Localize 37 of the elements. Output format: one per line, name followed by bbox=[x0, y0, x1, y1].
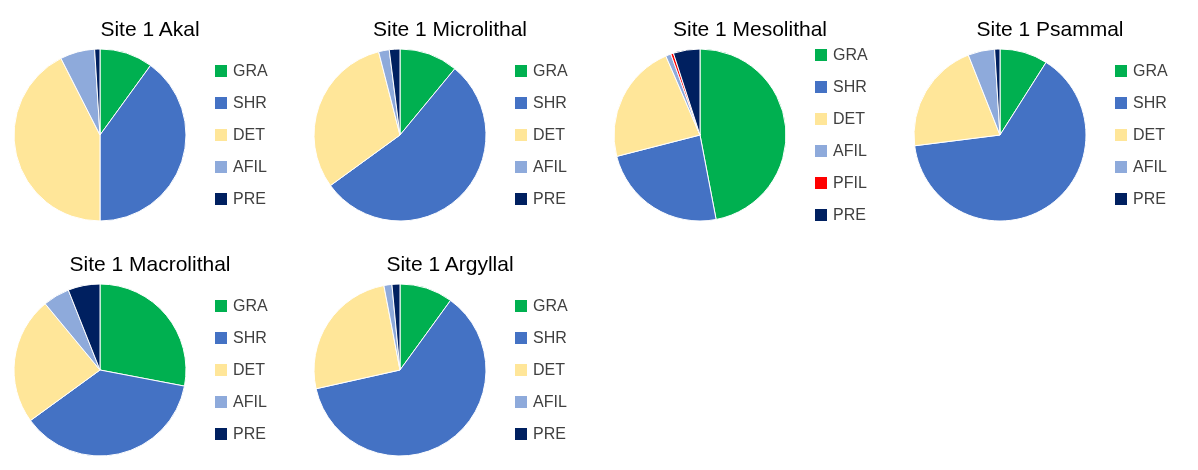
chart-title: Site 1 Akal bbox=[100, 17, 200, 40]
chart-title: Site 1 Macrolithal bbox=[69, 252, 231, 275]
legend-label: DET bbox=[233, 361, 266, 378]
legend-label: GRA bbox=[1133, 62, 1168, 79]
legend-label: PRE bbox=[833, 206, 866, 223]
legend-label: GRA bbox=[233, 297, 268, 314]
chart-title: Site 1 Microlithal bbox=[372, 17, 528, 40]
legend-label: PRE bbox=[233, 425, 266, 442]
legend-label: DET bbox=[533, 126, 566, 143]
legend-label: SHR bbox=[533, 329, 567, 346]
legend-label: SHR bbox=[233, 94, 267, 111]
legend-label: AFIL bbox=[533, 158, 567, 175]
legend-label: AFIL bbox=[233, 158, 267, 175]
legend-label: SHR bbox=[1133, 94, 1167, 111]
legend-label: AFIL bbox=[233, 393, 267, 410]
legend-label: PRE bbox=[533, 425, 566, 442]
chart-title: Site 1 Mesolithal bbox=[672, 17, 828, 40]
legend-label: SHR bbox=[533, 94, 567, 111]
chart-title: Site 1 Psammal bbox=[976, 17, 1124, 40]
chart-title: Site 1 Argyllal bbox=[386, 252, 514, 275]
legend-label: GRA bbox=[833, 46, 868, 63]
legend-label: DET bbox=[1133, 126, 1166, 143]
legend-label: SHR bbox=[833, 78, 867, 95]
legend-label: AFIL bbox=[1133, 158, 1167, 175]
legend-label: GRA bbox=[533, 297, 568, 314]
legend-label: AFIL bbox=[833, 142, 867, 159]
legend-label: DET bbox=[533, 361, 566, 378]
legend-label: PRE bbox=[1133, 190, 1166, 207]
legend-label: DET bbox=[833, 110, 866, 127]
legend-label: SHR bbox=[233, 329, 267, 346]
legend-label: AFIL bbox=[533, 393, 567, 410]
legend-label: PRE bbox=[533, 190, 566, 207]
legend-label: GRA bbox=[233, 62, 268, 79]
legend-label: PFIL bbox=[833, 174, 867, 191]
legend-label: PRE bbox=[233, 190, 266, 207]
legend-label: DET bbox=[233, 126, 266, 143]
legend-label: GRA bbox=[533, 62, 568, 79]
